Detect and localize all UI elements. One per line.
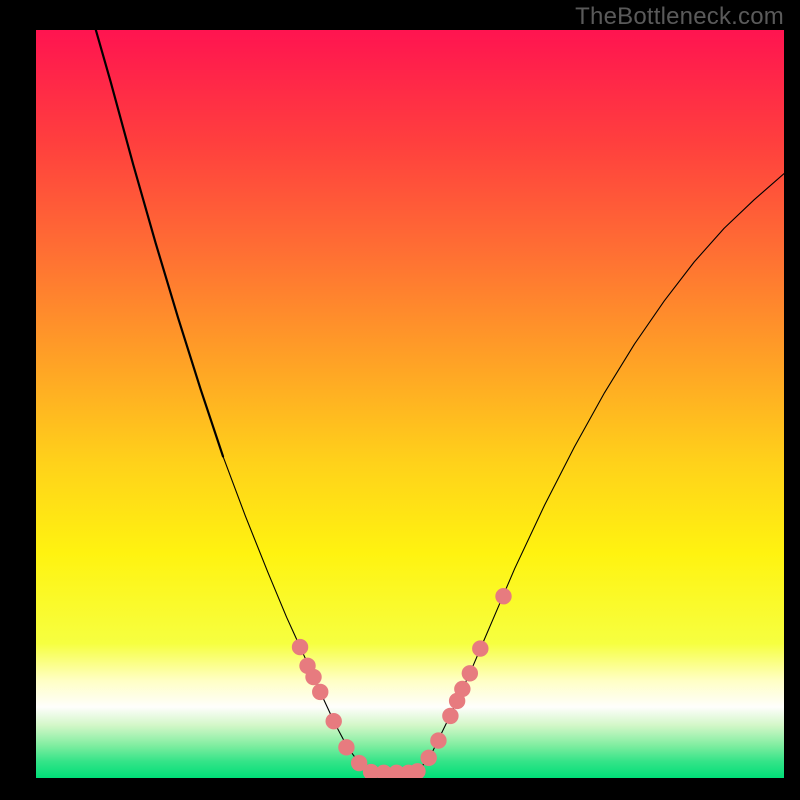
plot-area <box>36 30 784 778</box>
frame-right <box>784 0 800 800</box>
plot-svg <box>36 30 784 778</box>
watermark-text: TheBottleneck.com <box>575 3 784 31</box>
frame-bottom <box>0 778 800 800</box>
frame-left <box>0 0 36 800</box>
gradient-background <box>36 30 784 778</box>
